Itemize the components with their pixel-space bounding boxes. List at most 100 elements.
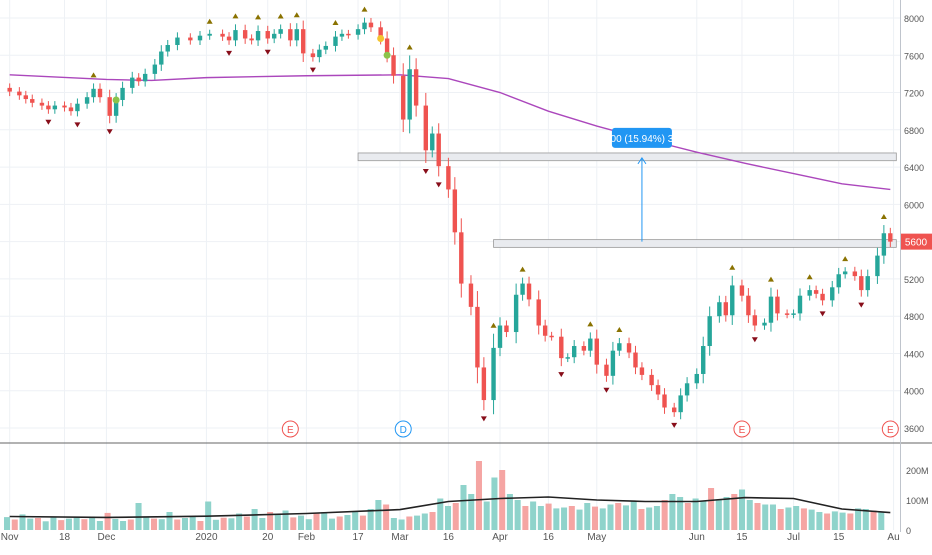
candle-body <box>384 38 390 56</box>
volume-bar <box>739 489 746 530</box>
volume-bar <box>638 509 645 530</box>
volume-bar <box>715 500 722 530</box>
candle-body <box>888 233 893 242</box>
last-price-tag <box>901 233 932 250</box>
candle-body <box>362 22 367 30</box>
price-tick-label: 7200 <box>904 89 924 99</box>
high-marker <box>842 256 849 262</box>
candle-body <box>378 27 383 39</box>
volume-bar <box>390 518 397 530</box>
date-tick-label: 17 <box>353 532 365 543</box>
candle-body <box>91 88 96 98</box>
volume-bar <box>800 508 807 530</box>
high-marker <box>332 20 339 26</box>
volume-bar <box>298 515 305 530</box>
axes: 3600 4000 4400 4800 5200 5600 6000 6400 6800 7200… <box>1 0 932 543</box>
earnings-marker[interactable] <box>733 420 751 438</box>
volume-bar <box>81 519 88 530</box>
volume-bar <box>158 519 165 530</box>
volume-bar <box>151 518 158 530</box>
high-marker <box>361 6 368 12</box>
volume-bar <box>568 506 575 530</box>
event-letter: E <box>887 425 894 436</box>
candle-body <box>226 36 232 41</box>
candle-body <box>717 302 722 317</box>
candle-body <box>423 105 429 151</box>
last-price-label: 5600 <box>905 238 928 249</box>
candle-body <box>255 31 261 41</box>
indicator-dot <box>383 51 391 59</box>
candle-body <box>633 352 638 368</box>
volume-tick-label: 0 <box>906 526 911 536</box>
candle-body <box>497 325 503 348</box>
candle-body <box>333 36 338 46</box>
candle-body <box>797 295 803 314</box>
volume-bar <box>460 485 467 530</box>
volume-bar <box>731 494 738 530</box>
volume-bar <box>630 501 637 530</box>
volume-bar <box>793 506 800 530</box>
low-marker <box>671 422 678 428</box>
candle-body <box>136 77 141 82</box>
candle-body <box>752 315 758 326</box>
volume-bar <box>661 500 668 530</box>
candle-body <box>323 45 329 50</box>
candle-body <box>159 51 164 65</box>
candle-body <box>294 29 299 41</box>
low-marker <box>558 372 565 378</box>
candle-body <box>649 374 654 386</box>
event-letter: E <box>287 425 294 436</box>
candle-body <box>481 367 487 401</box>
candle-body <box>678 395 683 413</box>
volume-bar <box>816 512 823 530</box>
volume-bar <box>274 515 281 530</box>
candle-body <box>452 189 458 233</box>
candles <box>7 17 893 420</box>
date-tick-label: 16 <box>543 532 555 543</box>
candle-body <box>830 287 835 301</box>
volume-tick-label: 200M <box>906 466 929 476</box>
price-zones[interactable] <box>357 152 897 248</box>
volume-bar <box>189 516 196 530</box>
volume-bar <box>537 506 544 530</box>
volume-pane <box>0 442 932 530</box>
date-tick-label: 20 <box>262 532 274 543</box>
candle-body <box>684 383 690 396</box>
candle-body <box>820 293 825 301</box>
volume-bar <box>530 501 537 530</box>
volume-bar <box>212 519 219 530</box>
candle-body <box>610 350 616 376</box>
volume-bar <box>437 498 444 530</box>
high-marker <box>490 322 497 328</box>
volume-bar <box>452 503 459 530</box>
volume-bar <box>708 488 715 530</box>
volume-bar <box>855 508 862 530</box>
candle-body <box>559 336 564 359</box>
dividend-marker[interactable] <box>394 420 412 438</box>
volume-bar <box>669 494 676 530</box>
candle-body <box>407 69 412 120</box>
candle-body <box>249 38 254 41</box>
price-zone[interactable] <box>357 152 897 162</box>
volume-bar <box>127 519 134 530</box>
volume-bar <box>646 507 653 530</box>
candle-body <box>762 322 767 326</box>
date-tick-label: Nov <box>1 532 19 543</box>
volume-bar <box>50 516 57 530</box>
earnings-marker[interactable] <box>281 420 299 438</box>
measure-label-box[interactable] <box>611 127 672 148</box>
high-marker <box>587 321 594 327</box>
volume-bar <box>769 504 776 530</box>
volume-bar <box>305 519 312 530</box>
candle-body <box>188 37 193 41</box>
date-tick-label: Apr <box>492 532 508 543</box>
earnings-marker[interactable] <box>881 420 899 438</box>
candle-body <box>491 347 496 401</box>
candle-body <box>152 64 158 74</box>
measure-tool[interactable]: 900 (15.94%) 36 <box>605 127 679 242</box>
low-marker <box>74 122 81 128</box>
price-zone[interactable] <box>493 239 897 248</box>
